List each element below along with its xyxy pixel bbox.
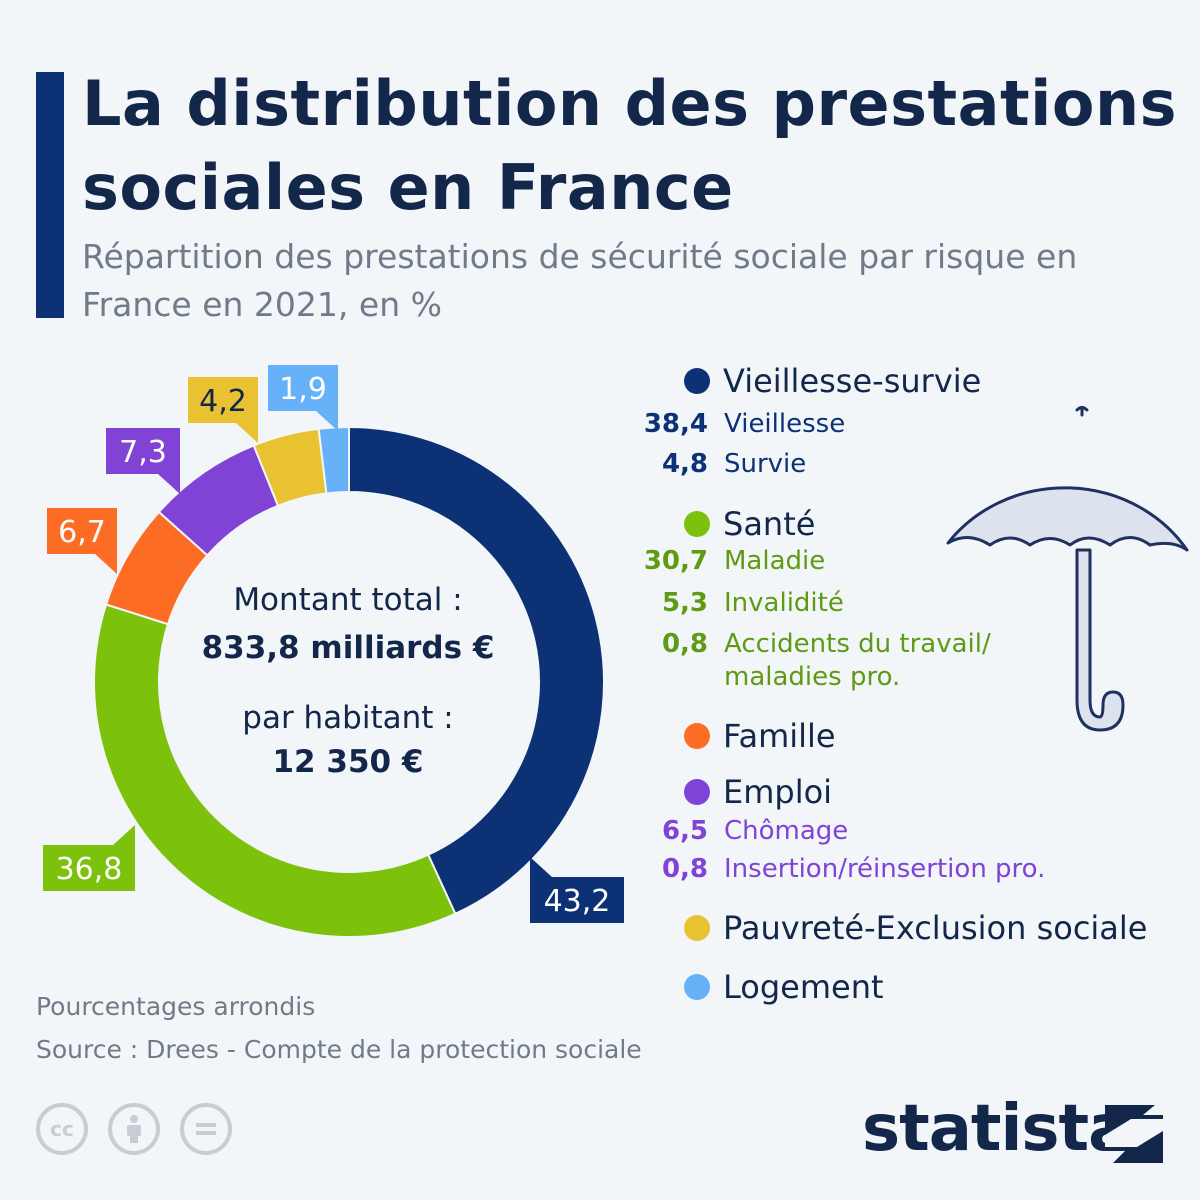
value-tag-1: 36,8: [43, 825, 135, 891]
statista-logo-icon[interactable]: [1105, 1105, 1163, 1163]
chart-title: La distribution des prestations sociales…: [82, 67, 1177, 224]
value-tag-4: 4,2: [188, 377, 258, 443]
legend-subitem: 5,3 Invalidité: [640, 587, 844, 620]
legend-category-label-5: Logement: [723, 968, 884, 1006]
legend-marker-0: [684, 368, 710, 394]
value-tag-3: 7,3: [106, 428, 180, 494]
license-icons: cc: [36, 1103, 252, 1155]
legend-category-label-1: Santé: [723, 505, 816, 543]
legend-subitem-value: 30,7: [643, 546, 708, 576]
legend-subitem: 0,8 Insertion/réinsertion pro.: [640, 853, 1045, 886]
value-tag-label-3: 7,3: [119, 435, 167, 470]
legend-subitem-value: 5,3: [661, 588, 708, 618]
legend-subitem-value: 6,5: [661, 816, 708, 846]
total-amount-label: Montant total :: [233, 582, 463, 618]
legend-category-label-2: Famille: [723, 717, 836, 755]
legend-category-label-4: Pauvreté-Exclusion sociale: [723, 909, 1148, 947]
legend-category-2: Famille: [640, 717, 836, 755]
statista-wordmark[interactable]: statista: [862, 1092, 1131, 1166]
legend-subitem: 38,4 Vieillesse: [640, 408, 845, 441]
legend-category-label-0: Vieillesse-survie: [723, 362, 982, 400]
legend-marker-4: [684, 915, 710, 941]
legend-marker-1: [684, 511, 710, 537]
legend-subitem-label: Maladie: [724, 546, 826, 576]
donut-chart: 43,2 36,8 6,7 7,3 4,2 1,9: [43, 365, 624, 938]
donut-slice-5: [317, 425, 350, 495]
legend-category-0: Vieillesse-survie: [640, 362, 981, 400]
value-tag-label-0: 43,2: [544, 884, 611, 919]
value-tag-label-4: 4,2: [199, 384, 247, 419]
legend-subitem-label: Insertion/réinsertion pro.: [724, 854, 1046, 884]
per-capita-value: 12 350 €: [272, 744, 424, 780]
donut-slice-0: [348, 425, 605, 916]
legend-subitem-label: Survie: [724, 449, 807, 479]
legend-category-label-3: Emploi: [723, 773, 833, 811]
cc-icon[interactable]: cc: [36, 1103, 88, 1155]
legend-category-1: Santé: [640, 505, 815, 543]
legend-subitem: 4,8 Survie: [640, 448, 806, 481]
value-tag-label-2: 6,7: [58, 515, 106, 550]
legend-subitem-value: 38,4: [643, 409, 708, 439]
legend-subitem: 0,8 Accidents du travail/maladies pro.: [640, 628, 991, 694]
legend-marker-3: [684, 779, 710, 805]
source-note: Source : Drees - Compte de la protection…: [36, 1035, 642, 1064]
umbrella-icon: [946, 406, 1189, 732]
donut-slice-1: [93, 603, 457, 938]
value-tag-5: 1,9: [268, 365, 338, 431]
chart-subtitle: Répartition des prestations de sécurité …: [82, 237, 1078, 324]
legend-marker-5: [684, 974, 710, 1000]
per-capita-label: par habitant :: [242, 700, 454, 736]
legend-subitem-label: Vieillesse: [724, 409, 846, 439]
legend-subitem-value: 0,8: [661, 854, 708, 884]
legend-subitem-label: Invalidité: [724, 588, 844, 618]
legend-subitem: 6,5 Chômage: [640, 815, 848, 848]
legend-category-5: Logement: [640, 968, 884, 1006]
footnote-rounding: Pourcentages arrondis: [36, 992, 316, 1021]
legend-marker-2: [684, 723, 710, 749]
no-derivatives-icon[interactable]: [180, 1103, 232, 1155]
total-amount-value: 833,8 milliards €: [201, 630, 495, 666]
legend-category-3: Emploi: [640, 773, 832, 811]
legend-subitem-label: Chômage: [724, 816, 849, 846]
legend-subitem-value: 4,8: [661, 449, 708, 479]
legend-subitem-label: Accidents du travail/maladies pro.: [724, 629, 991, 692]
value-tag-label-1: 36,8: [56, 852, 123, 887]
value-tag-2: 6,7: [47, 508, 117, 574]
value-tag-0: 43,2: [530, 857, 624, 923]
legend-subitem: 30,7 Maladie: [640, 545, 825, 578]
legend-subitem-value: 0,8: [661, 629, 708, 659]
value-tag-label-5: 1,9: [279, 372, 327, 407]
title-accent-bar: [36, 72, 64, 318]
legend-category-4: Pauvreté-Exclusion sociale: [640, 909, 1147, 947]
attribution-icon[interactable]: [108, 1103, 160, 1155]
